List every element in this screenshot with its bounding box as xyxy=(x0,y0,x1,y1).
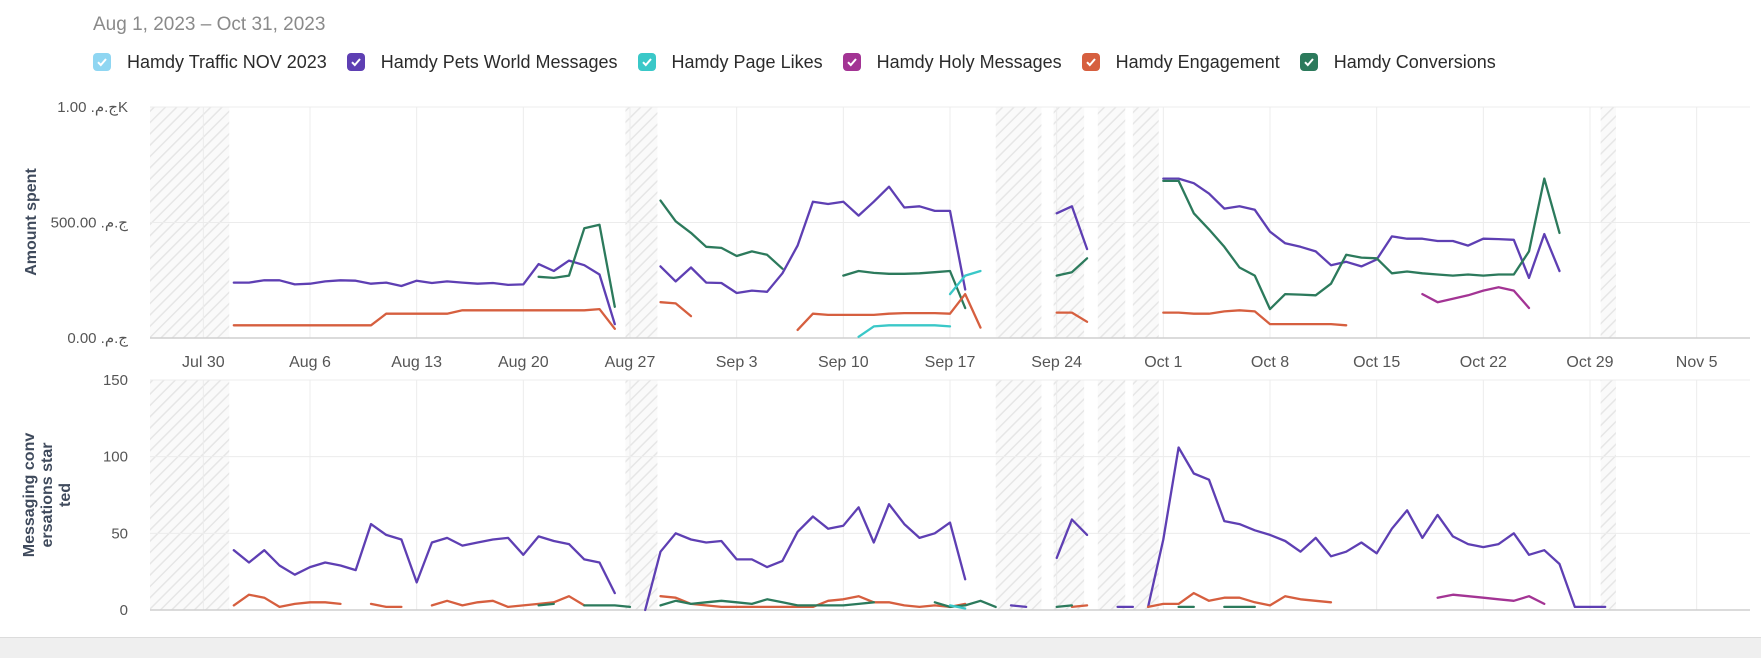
y-axis-title-line: Messaging conv xyxy=(21,433,38,558)
y-tick-label: ج.م.‏ 1.00K xyxy=(57,99,128,117)
series-line-hamdy-engagement xyxy=(659,301,693,318)
series-line-hamdy-engagement xyxy=(796,292,982,332)
shaded-range xyxy=(150,380,230,610)
y-axis-title-line: ted xyxy=(57,483,74,507)
series-line-hamdy-conversions xyxy=(1162,177,1561,311)
series-line-hamdy-holy-messages xyxy=(1436,593,1546,606)
legend-label: Hamdy Conversions xyxy=(1333,51,1496,72)
shaded-range xyxy=(995,380,1042,610)
x-tick-label: Sep 10 xyxy=(818,354,869,371)
series-line-hamdy-engagement xyxy=(232,307,616,330)
legend-label: Hamdy Pets World Messages xyxy=(380,51,618,72)
series-line-hamdy-conversions xyxy=(537,223,616,308)
legend-item-hamdy-holy-messages[interactable]: Hamdy Holy Messages xyxy=(842,51,1062,73)
shaded-range xyxy=(625,380,658,610)
shaded-range xyxy=(1600,380,1616,610)
date-range-label: Aug 1, 2023 – Oct 31, 2023 xyxy=(93,14,326,35)
series-line-hamdy-engagement xyxy=(1070,604,1089,609)
series-line-hamdy-pets-world-messages xyxy=(1009,604,1028,609)
chart-panel-messaging: 150 100 50 0 Messaging conversations started xyxy=(21,372,1750,619)
legend: Hamdy Traffic NOV 2023 Hamdy Pets World M… xyxy=(93,50,1516,74)
y-tick-label: 50 xyxy=(111,525,128,542)
shaded-range xyxy=(1097,380,1126,610)
series-line-hamdy-conversions xyxy=(659,598,875,607)
series-line-hamdy-engagement xyxy=(369,602,403,609)
x-tick-label: Aug 27 xyxy=(605,354,656,371)
legend-label: Hamdy Traffic NOV 2023 xyxy=(127,51,327,72)
checkbox-checked-icon[interactable] xyxy=(346,53,365,71)
series-line-hamdy-conversions xyxy=(1055,257,1089,277)
shaded-range xyxy=(1132,380,1159,610)
chart-canvas: ج.م.‏ 1.00K ج.م.‏ 500.00 ج.م.‏ 0.00 Amount … xyxy=(21,99,1750,619)
legend-label: Hamdy Page Likes xyxy=(671,51,823,72)
series-line-hamdy-pets-world-messages xyxy=(1055,205,1089,251)
series-line-hamdy-conversions xyxy=(842,269,967,310)
y-tick-label: 100 xyxy=(103,449,128,466)
legend-label: Hamdy Engagement xyxy=(1115,51,1280,72)
x-tick-label: Sep 24 xyxy=(1031,354,1082,371)
x-tick-label: Nov 5 xyxy=(1676,354,1718,371)
x-tick-label: Sep 17 xyxy=(925,354,976,371)
x-tick-label: Aug 13 xyxy=(391,354,442,371)
series-line-hamdy-engagement xyxy=(659,595,967,609)
legend-item-hamdy-traffic-nov-2023[interactable]: Hamdy Traffic NOV 2023 xyxy=(93,52,327,73)
y-tick-label: 0 xyxy=(120,602,128,619)
x-tick-label: Oct 15 xyxy=(1353,354,1400,371)
y-axis-title-line: ersations star xyxy=(39,443,56,548)
x-tick-label: Oct 8 xyxy=(1251,354,1289,371)
series-line-hamdy-pets-world-messages xyxy=(1146,446,1607,609)
checkbox-checked-icon[interactable] xyxy=(1299,53,1318,71)
series-line-hamdy-page-likes xyxy=(857,324,952,338)
x-tick-label: Aug 20 xyxy=(498,354,549,371)
chart-panel-amount-spent: ج.م.‏ 1.00K ج.م.‏ 500.00 ج.م.‏ 0.00 Amount … xyxy=(23,99,1750,348)
x-tick-label: Oct 1 xyxy=(1144,354,1182,371)
series-line-hamdy-engagement xyxy=(1146,591,1333,609)
checkbox-checked-icon[interactable] xyxy=(842,53,861,71)
series-line-hamdy-holy-messages xyxy=(1421,286,1531,310)
legend-label: Hamdy Holy Messages xyxy=(876,51,1062,72)
shaded-range xyxy=(1053,380,1085,610)
legend-item-hamdy-pets-world-messages[interactable]: Hamdy Pets World Messages xyxy=(346,51,618,73)
series-line-hamdy-pets-world-messages xyxy=(232,259,616,326)
legend-item-hamdy-page-likes[interactable]: Hamdy Page Likes xyxy=(637,51,823,73)
series-line-hamdy-pets-world-messages xyxy=(644,503,967,612)
legend-item-hamdy-engagement[interactable]: Hamdy Engagement xyxy=(1081,51,1280,73)
series-line-hamdy-engagement xyxy=(1162,309,1348,327)
series-line-hamdy-engagement xyxy=(1055,311,1089,323)
checkbox-checked-icon[interactable] xyxy=(637,53,656,71)
y-tick-label: 150 xyxy=(103,372,128,389)
series-line-hamdy-conversions xyxy=(537,602,555,607)
x-tick-label: Oct 22 xyxy=(1460,354,1507,371)
checkbox-checked-icon[interactable] xyxy=(93,53,111,71)
legend-item-hamdy-conversions[interactable]: Hamdy Conversions xyxy=(1299,51,1496,73)
series-line-hamdy-engagement xyxy=(430,595,586,609)
checkbox-checked-icon[interactable] xyxy=(1081,53,1100,71)
x-tick-label: Oct 29 xyxy=(1566,354,1613,371)
series-line-hamdy-conversions xyxy=(659,199,784,270)
chart-card: Aug 1, 2023 – Oct 31, 2023 Hamdy Traffic… xyxy=(0,0,1761,638)
x-tick-label: Sep 3 xyxy=(716,354,758,371)
series-line-hamdy-pets-world-messages xyxy=(659,185,967,295)
series-line-hamdy-page-likes xyxy=(948,604,967,610)
series-line-hamdy-pets-world-messages xyxy=(232,522,616,595)
y-axis-title: Amount spent xyxy=(23,168,40,276)
series-line-hamdy-conversions xyxy=(933,599,997,609)
x-tick-label: Aug 6 xyxy=(289,354,331,371)
series-line-hamdy-conversions xyxy=(583,604,632,609)
y-tick-label: ج.م.‏ 0.00 xyxy=(67,330,128,348)
series-line-hamdy-pets-world-messages xyxy=(1162,177,1561,280)
y-tick-label: ج.م.‏ 500.00 xyxy=(51,215,129,233)
x-tick-label: Jul 30 xyxy=(182,354,225,371)
y-axis-title: Messaging conversations started xyxy=(21,433,74,558)
x-axis: Jul 30 Aug 6 Aug 13 Aug 20 Aug 27 Sep 3 Sep 10… xyxy=(182,354,1718,371)
series-line-hamdy-pets-world-messages xyxy=(1055,518,1089,560)
series-line-hamdy-conversions xyxy=(1055,604,1074,609)
series-line-hamdy-page-likes xyxy=(948,269,982,296)
series-line-hamdy-engagement xyxy=(232,593,342,609)
